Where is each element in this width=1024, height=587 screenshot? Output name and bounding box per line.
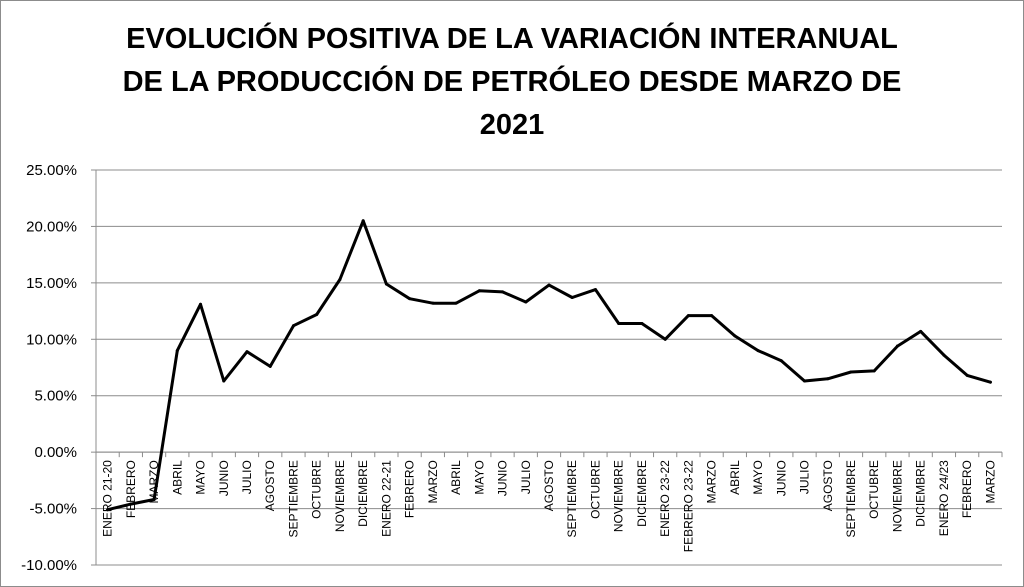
x-tick-label: FEBRERO [124, 460, 138, 518]
chart-title-line-3: 2021 [479, 109, 545, 141]
x-tick-label: SEPTIEMBRE [844, 460, 858, 537]
data-point [222, 379, 226, 383]
x-tick-label: FEBRERO 23-22 [681, 460, 695, 552]
data-point [849, 370, 853, 374]
data-point [733, 334, 737, 338]
chart-title: EVOLUCIÓN POSITIVA DE LA VARIACIÓN INTER… [0, 18, 1024, 147]
data-point [663, 337, 667, 341]
data-point [919, 329, 923, 333]
x-tick-label: OCTUBRE [588, 460, 602, 519]
data-point [872, 369, 876, 373]
data-point [803, 379, 807, 383]
data-point [988, 380, 992, 384]
x-tick-label: FEBRERO [960, 460, 974, 518]
x-tick-label: NOVIEMBRE [612, 460, 626, 532]
x-tick-label: ENERO 23-22 [658, 460, 672, 537]
x-tick-label: AGOSTO [821, 460, 835, 511]
y-tick-label: 10.00% [26, 331, 77, 348]
data-point [315, 312, 319, 316]
x-tick-label: ENERO 22-21 [379, 460, 393, 537]
x-tick-label: AGOSTO [542, 460, 556, 511]
x-tick-label: ENERO 24/23 [937, 460, 951, 536]
data-point [361, 219, 365, 223]
x-tick-label: MAYO [194, 460, 208, 494]
x-tick-label: JUNIO [217, 460, 231, 496]
x-tick-label: MARZO [983, 460, 997, 503]
data-point [245, 350, 249, 354]
y-tick-label: -5.00% [29, 501, 77, 518]
data-point [547, 283, 551, 287]
x-tick-label: NOVIEMBRE [890, 460, 904, 532]
y-tick-label: 0.00% [34, 444, 77, 461]
data-point [408, 297, 412, 301]
y-tick-label: 25.00% [26, 162, 77, 179]
x-tick-label: NOVIEMBRE [333, 460, 347, 532]
x-tick-label: ABRIL [449, 460, 463, 495]
chart-title-line-1: EVOLUCIÓN POSITIVA DE LA VARIACIÓN INTER… [126, 23, 898, 55]
data-point [686, 314, 690, 318]
x-tick-label: DICIEMBRE [635, 460, 649, 527]
series-layer [106, 219, 992, 512]
x-tick-label: JULIO [519, 460, 533, 494]
data-point [291, 324, 295, 328]
x-tick-label: OCTUBRE [310, 460, 324, 519]
data-point [895, 344, 899, 348]
y-axis-tick-labels: 25.00% 20.00% 15.00% 10.00% 5.00% 0.00% -5.00%… [21, 162, 77, 574]
data-point [942, 353, 946, 357]
x-tick-label: SEPTIEMBRE [565, 460, 579, 537]
x-tick-label: JUNIO [496, 460, 510, 496]
x-axis-tick-labels: ENERO 21-20 FEBRERO MARZO ABRIL MAYO JUNIO JUL… [101, 460, 998, 552]
data-point [175, 349, 179, 353]
data-point [593, 288, 597, 292]
data-point [826, 377, 830, 381]
x-tick-label: JULIO [240, 460, 254, 494]
y-tick-label: 20.00% [26, 218, 77, 235]
data-point [570, 296, 574, 300]
x-tick-label: MARZO [705, 460, 719, 503]
y-tick-label: -10.00% [21, 557, 77, 574]
data-point [617, 321, 621, 325]
data-point [268, 364, 272, 368]
data-point [501, 290, 505, 294]
y-tick-label: 5.00% [34, 388, 77, 405]
x-tick-label: MAYO [751, 460, 765, 494]
data-point [524, 300, 528, 304]
x-tick-label: DICIEMBRE [356, 460, 370, 527]
data-point [640, 321, 644, 325]
x-tick-label: OCTUBRE [867, 460, 881, 519]
x-tick-label: AGOSTO [263, 460, 277, 511]
data-point [338, 277, 342, 281]
data-point [756, 349, 760, 353]
data-point [477, 289, 481, 293]
gridlines [96, 169, 1002, 566]
x-tick-label: JULIO [798, 460, 812, 494]
data-point [152, 498, 156, 502]
x-tick-label: DICIEMBRE [914, 460, 928, 527]
data-point [129, 502, 133, 506]
x-tick-label: MARZO [426, 460, 440, 503]
data-point [199, 302, 203, 306]
y-tick-label: 15.00% [26, 275, 77, 292]
data-point [454, 301, 458, 305]
x-tick-label: MAYO [472, 460, 486, 494]
data-point [779, 359, 783, 363]
x-tick-label: ABRIL [170, 460, 184, 495]
x-tick-label: SEPTIEMBRE [286, 460, 300, 537]
data-point [106, 508, 110, 512]
x-tick-label: ENERO 21-20 [101, 460, 115, 537]
data-point [965, 373, 969, 377]
axes [91, 169, 1003, 566]
data-point [710, 314, 714, 318]
x-tick-label: JUNIO [774, 460, 788, 496]
chart-title-line-2: DE LA PRODUCCIÓN DE PETRÓLEO DESDE MARZO… [122, 66, 902, 98]
data-point [431, 301, 435, 305]
x-tick-label: FEBRERO [403, 460, 417, 518]
x-tick-label: ABRIL [728, 460, 742, 495]
data-point [384, 282, 388, 286]
